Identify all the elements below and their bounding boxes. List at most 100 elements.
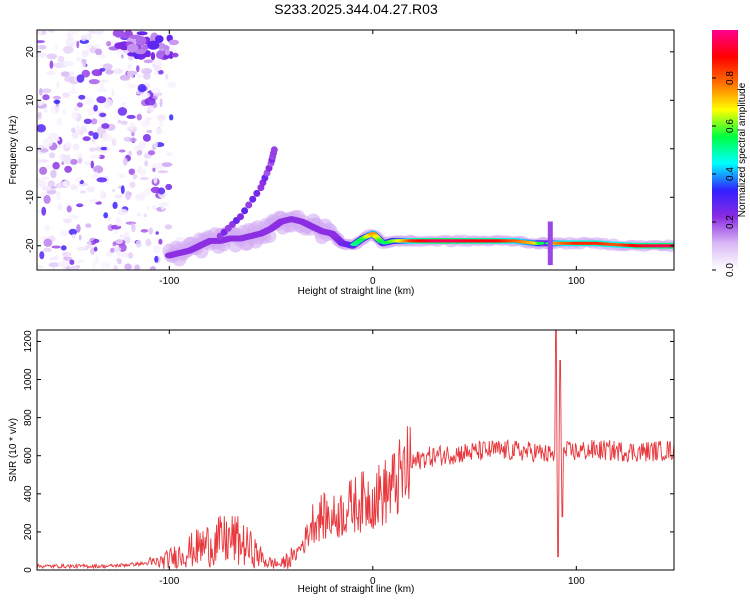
noise-blob <box>127 83 137 88</box>
noise-blob <box>113 265 118 270</box>
noise-blob <box>164 49 170 56</box>
noise-blob <box>75 56 84 62</box>
noise-blob <box>143 59 153 64</box>
noise-blob <box>164 224 173 230</box>
colorbar-label: Normalized spectral amplitude <box>737 82 748 217</box>
noise-blob <box>71 111 79 120</box>
noise-blob <box>99 53 106 60</box>
spectrogram-ytick-label: 0 <box>25 146 36 152</box>
noise-blob <box>157 170 169 174</box>
noise-blob <box>98 116 109 126</box>
noise-blob <box>70 184 77 191</box>
noise-blob <box>78 94 86 100</box>
snr-xtick-label: 100 <box>568 576 585 587</box>
ridge-branch <box>241 207 249 215</box>
noise-blob <box>95 48 103 56</box>
noise-blob <box>117 107 128 116</box>
snr-ytick-label: 400 <box>23 485 34 502</box>
noise-blob <box>39 45 47 50</box>
noise-blob <box>136 73 145 79</box>
snr-xtick-label: 0 <box>370 576 376 587</box>
noise-blob <box>125 190 131 200</box>
noise-blob <box>143 72 151 80</box>
noise-blob <box>126 114 136 119</box>
ridge-branch <box>245 201 253 209</box>
noise-blob <box>143 213 148 218</box>
noise-blob <box>154 255 159 263</box>
noise-blob <box>129 122 135 130</box>
noise-blob <box>38 159 49 163</box>
noise-blob <box>56 118 63 126</box>
noise-blob <box>116 50 122 56</box>
noise-blob <box>80 125 87 133</box>
noise-blob <box>133 145 141 152</box>
noise-blob <box>138 141 147 149</box>
noise-blob <box>66 205 72 213</box>
noise-blob <box>113 68 123 75</box>
noise-blob <box>93 104 98 112</box>
noise-blob <box>142 134 151 142</box>
spectrogram-ytick-label: 20 <box>25 46 36 58</box>
noise-blob <box>115 217 122 227</box>
noise-blob <box>68 30 79 35</box>
noise-blob <box>37 52 47 58</box>
snr-frame <box>36 329 675 571</box>
snr-ytick-label: 200 <box>23 523 34 540</box>
noise-blob <box>93 30 104 35</box>
noise-blob <box>76 40 80 49</box>
noise-blob <box>96 88 108 92</box>
noise-blob <box>120 54 124 59</box>
spectrogram-xlabel: Height of straight line (km) <box>298 286 415 297</box>
noise-blob <box>76 124 80 133</box>
spectrogram-ytick-label: 10 <box>25 94 36 106</box>
noise-blob <box>41 88 52 94</box>
noise-blob <box>112 188 116 193</box>
noise-blob <box>82 136 91 142</box>
noise-blob <box>90 247 95 256</box>
noise-blob <box>48 262 60 268</box>
noise-blob <box>161 162 173 168</box>
noise-blob <box>128 252 134 259</box>
noise-blob <box>51 267 56 270</box>
noise-blob <box>62 180 72 188</box>
noise-blob <box>52 161 60 170</box>
noise-blob <box>80 35 87 42</box>
noise-blob <box>64 76 75 83</box>
noise-blob <box>93 171 99 177</box>
snr-ytick-label: 1000 <box>23 368 34 391</box>
noise-blob <box>99 239 103 243</box>
noise-blob <box>114 194 123 199</box>
ridge-streak <box>547 221 553 266</box>
noise-blob <box>112 241 117 247</box>
noise-blob <box>90 160 95 169</box>
noise-blob <box>127 63 132 70</box>
spectrogram-frame <box>36 29 675 271</box>
noise-blob <box>128 168 135 175</box>
noise-blob <box>59 260 71 268</box>
noise-blob <box>107 216 111 221</box>
noise-blob <box>101 123 110 129</box>
ridge-branch <box>270 146 278 154</box>
noise-blob <box>93 165 104 174</box>
noise-blob <box>154 71 159 76</box>
noise-blob <box>39 97 43 106</box>
noise-blob <box>46 53 58 60</box>
noise-blob <box>111 138 117 147</box>
noise-blob <box>153 176 158 184</box>
noise-blob <box>46 189 57 195</box>
noise-blob <box>126 70 138 76</box>
noise-blob <box>42 138 54 148</box>
noise-blob <box>96 177 108 183</box>
noise-blob <box>169 114 174 121</box>
noise-blob <box>81 58 87 65</box>
noise-blob <box>108 40 119 44</box>
noise-blob <box>96 96 107 104</box>
noise-blob <box>88 147 97 152</box>
noise-blob <box>61 109 67 115</box>
noise-blob <box>74 177 82 183</box>
noise-blob <box>71 233 76 240</box>
spectrogram-xtick-label: 100 <box>568 276 585 287</box>
